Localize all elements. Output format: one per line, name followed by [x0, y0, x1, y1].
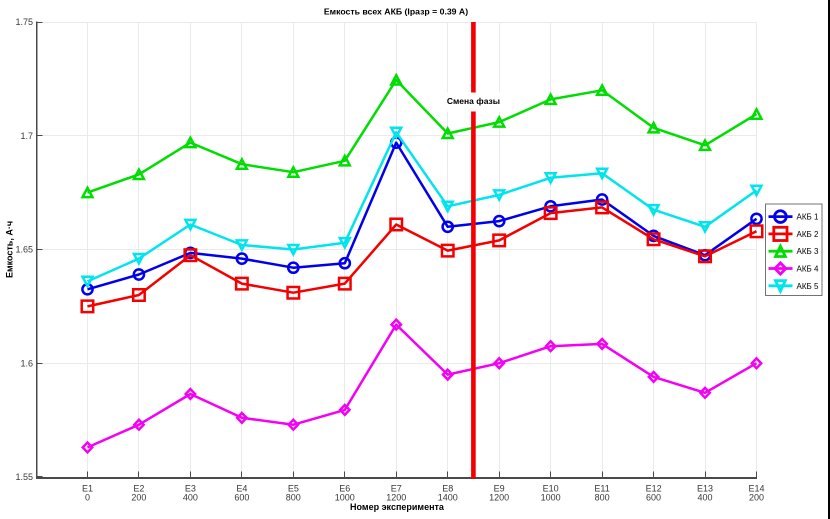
svg-text:E6: E6 [339, 484, 350, 494]
svg-text:АКБ 4: АКБ 4 [797, 265, 819, 274]
svg-text:600: 600 [234, 493, 249, 503]
svg-text:200: 200 [749, 493, 764, 503]
svg-text:1200: 1200 [386, 493, 406, 503]
svg-text:1400: 1400 [438, 493, 458, 503]
svg-text:1000: 1000 [335, 493, 355, 503]
svg-text:Емкость, А·ч: Емкость, А·ч [4, 221, 14, 278]
svg-text:E5: E5 [288, 484, 299, 494]
svg-text:0: 0 [85, 493, 90, 503]
svg-text:600: 600 [646, 493, 661, 503]
svg-text:1200: 1200 [489, 493, 509, 503]
svg-text:1.65: 1.65 [15, 245, 33, 255]
svg-text:E7: E7 [391, 484, 402, 494]
svg-text:E2: E2 [133, 484, 144, 494]
svg-text:E9: E9 [494, 484, 505, 494]
svg-text:1.7: 1.7 [20, 131, 33, 141]
svg-text:E3: E3 [185, 484, 196, 494]
svg-text:400: 400 [698, 493, 713, 503]
svg-text:E14: E14 [748, 484, 764, 494]
svg-text:E13: E13 [697, 484, 713, 494]
svg-text:1.75: 1.75 [15, 17, 33, 27]
svg-text:АКБ 1: АКБ 1 [797, 213, 819, 222]
svg-text:E11: E11 [594, 484, 609, 494]
svg-text:АКБ 3: АКБ 3 [797, 247, 819, 256]
svg-text:800: 800 [286, 493, 301, 503]
svg-text:E12: E12 [646, 484, 662, 494]
svg-text:E4: E4 [236, 484, 247, 494]
svg-text:1.6: 1.6 [20, 358, 33, 368]
svg-text:200: 200 [131, 493, 146, 503]
svg-text:Емкость всех АКБ (Iразр = 0.39: Емкость всех АКБ (Iразр = 0.39 А) [324, 7, 468, 17]
svg-text:400: 400 [183, 493, 198, 503]
svg-text:1.55: 1.55 [15, 472, 33, 482]
svg-text:E1: E1 [82, 484, 93, 494]
svg-text:АКБ 2: АКБ 2 [797, 230, 819, 239]
svg-text:E8: E8 [442, 484, 453, 494]
svg-text:1000: 1000 [541, 493, 561, 503]
svg-text:АКБ 5: АКБ 5 [797, 282, 819, 291]
svg-text:800: 800 [595, 493, 610, 503]
svg-text:Номер эксперимента: Номер эксперимента [350, 502, 445, 512]
svg-text:Смена фазы: Смена фазы [447, 96, 500, 106]
svg-text:E10: E10 [543, 484, 559, 494]
